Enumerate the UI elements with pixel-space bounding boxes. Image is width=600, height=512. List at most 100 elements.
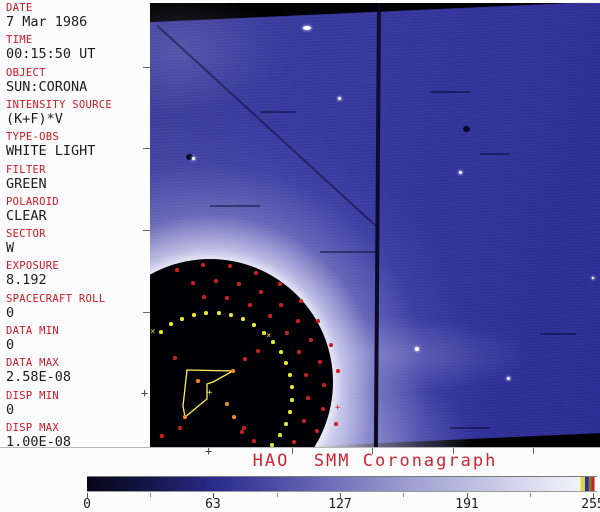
ring-dot bbox=[318, 360, 322, 364]
sun-center-left-marker: + bbox=[141, 386, 149, 400]
ring-dot bbox=[284, 422, 288, 426]
ring-dot bbox=[196, 379, 200, 383]
field-label: TYPE-OBS bbox=[6, 131, 59, 144]
ring-dot bbox=[240, 430, 244, 434]
bottom-axis-tick bbox=[453, 448, 454, 454]
ring-dot bbox=[309, 338, 313, 342]
star-point bbox=[338, 97, 341, 100]
ring-dot bbox=[329, 343, 333, 347]
star-point bbox=[507, 377, 510, 380]
metadata-field: EXPOSURE 8.192 bbox=[6, 260, 150, 287]
metadata-field: TYPE-OBS WHITE LIGHT bbox=[6, 131, 150, 158]
ring-dot bbox=[214, 279, 218, 283]
field-value: 7 Mar 1986 bbox=[6, 14, 88, 30]
ring-dot bbox=[243, 357, 247, 361]
field-value: WHITE LIGHT bbox=[6, 143, 96, 160]
noise-streak bbox=[210, 205, 260, 207]
ring-dot bbox=[225, 402, 229, 406]
star-point bbox=[415, 347, 419, 351]
ring-dot bbox=[241, 317, 245, 321]
metadata-field: DATA MAX 2.58E-08 bbox=[6, 357, 150, 384]
ring-dot bbox=[296, 319, 300, 323]
left-axis-tick bbox=[143, 67, 150, 68]
ring-dot bbox=[279, 350, 283, 354]
ring-dot bbox=[268, 314, 272, 318]
field-value: SUN:CORONA bbox=[6, 78, 88, 95]
ring-dot bbox=[192, 313, 196, 317]
colorbar-minor-tick bbox=[277, 493, 278, 497]
field-label: DISP MIN bbox=[6, 389, 59, 402]
ring-mark: + bbox=[335, 403, 341, 413]
ring-dot bbox=[202, 295, 206, 299]
ring-dot bbox=[290, 385, 294, 389]
field-label: SPACECRAFT ROLL bbox=[6, 292, 106, 305]
ring-dot bbox=[290, 398, 294, 402]
ring-dot bbox=[180, 317, 184, 321]
colorbar-tick-label: 255 bbox=[581, 497, 600, 512]
star-point bbox=[303, 26, 311, 30]
ring-dot bbox=[306, 396, 310, 400]
ring-dot bbox=[278, 282, 282, 286]
field-value: 8.192 bbox=[6, 272, 47, 289]
ring-dot bbox=[297, 350, 301, 354]
ring-dot bbox=[285, 331, 289, 335]
colorbar-tick-label: 127 bbox=[328, 497, 352, 512]
field-label: POLAROID bbox=[6, 195, 59, 208]
field-label: DATA MIN bbox=[6, 325, 59, 337]
field-value: GREEN bbox=[6, 175, 47, 192]
ring-dot bbox=[169, 322, 173, 326]
sun-center-bottom-marker: + bbox=[205, 444, 213, 458]
ring-dot bbox=[271, 340, 275, 344]
separator-line bbox=[0, 447, 600, 448]
ring-dot bbox=[231, 369, 235, 373]
field-label: INTENSITY SOURCE bbox=[6, 98, 112, 111]
dark-spot bbox=[186, 154, 193, 160]
ring-dot bbox=[322, 383, 326, 387]
colorbar-tick bbox=[593, 493, 594, 498]
star-point bbox=[459, 171, 462, 174]
metadata-field: INTENSITY SOURCE (K+F)*V bbox=[6, 99, 150, 126]
ring-dot bbox=[292, 440, 296, 444]
ring-dot bbox=[334, 422, 338, 426]
ring-dot bbox=[256, 349, 260, 353]
field-value: 0 bbox=[6, 401, 15, 418]
noise-streak bbox=[320, 251, 375, 253]
ring-dot bbox=[242, 426, 246, 430]
metadata-field: SPACECRAFT ROLL 0 bbox=[6, 293, 150, 320]
left-axis-tick bbox=[143, 230, 150, 231]
field-label: SECTOR bbox=[6, 228, 46, 241]
ring-dot bbox=[159, 330, 163, 334]
ring-dot bbox=[321, 407, 325, 411]
ring-dot bbox=[315, 429, 319, 433]
star-point bbox=[592, 277, 594, 279]
ring-mark: × bbox=[150, 327, 156, 337]
ring-dot bbox=[228, 264, 232, 268]
colorbar-tick-label: 191 bbox=[455, 497, 479, 512]
metadata-field: DATA MIN 0 bbox=[6, 325, 150, 352]
ring-dot bbox=[217, 311, 221, 315]
ring-dot bbox=[175, 268, 179, 272]
field-label: FILTER bbox=[6, 163, 46, 176]
noise-streak bbox=[540, 333, 576, 335]
dark-spot bbox=[463, 126, 470, 132]
noise-streak bbox=[260, 111, 296, 113]
colorbar-tick-label: 0 bbox=[83, 497, 91, 512]
ring-dot bbox=[288, 373, 292, 377]
field-value: CLEAR bbox=[6, 207, 47, 224]
field-label: DATE bbox=[6, 2, 33, 14]
ring-dot bbox=[279, 303, 283, 307]
ring-dot bbox=[284, 361, 288, 365]
metadata-field: OBJECT SUN:CORONA bbox=[6, 67, 150, 94]
ring-dot bbox=[232, 415, 236, 419]
ring-dot bbox=[225, 296, 229, 300]
ring-dot bbox=[204, 311, 208, 315]
colorbar-minor-tick bbox=[150, 493, 151, 497]
colorbar-tick-label: 63 bbox=[205, 497, 221, 512]
field-value: 2.58E-08 bbox=[6, 369, 72, 386]
colorbar-minor-tick bbox=[403, 493, 404, 497]
intensity-colorbar bbox=[87, 476, 597, 492]
field-value: 0 bbox=[6, 337, 15, 353]
left-axis-tick bbox=[143, 148, 150, 149]
ring-dot bbox=[191, 281, 195, 285]
